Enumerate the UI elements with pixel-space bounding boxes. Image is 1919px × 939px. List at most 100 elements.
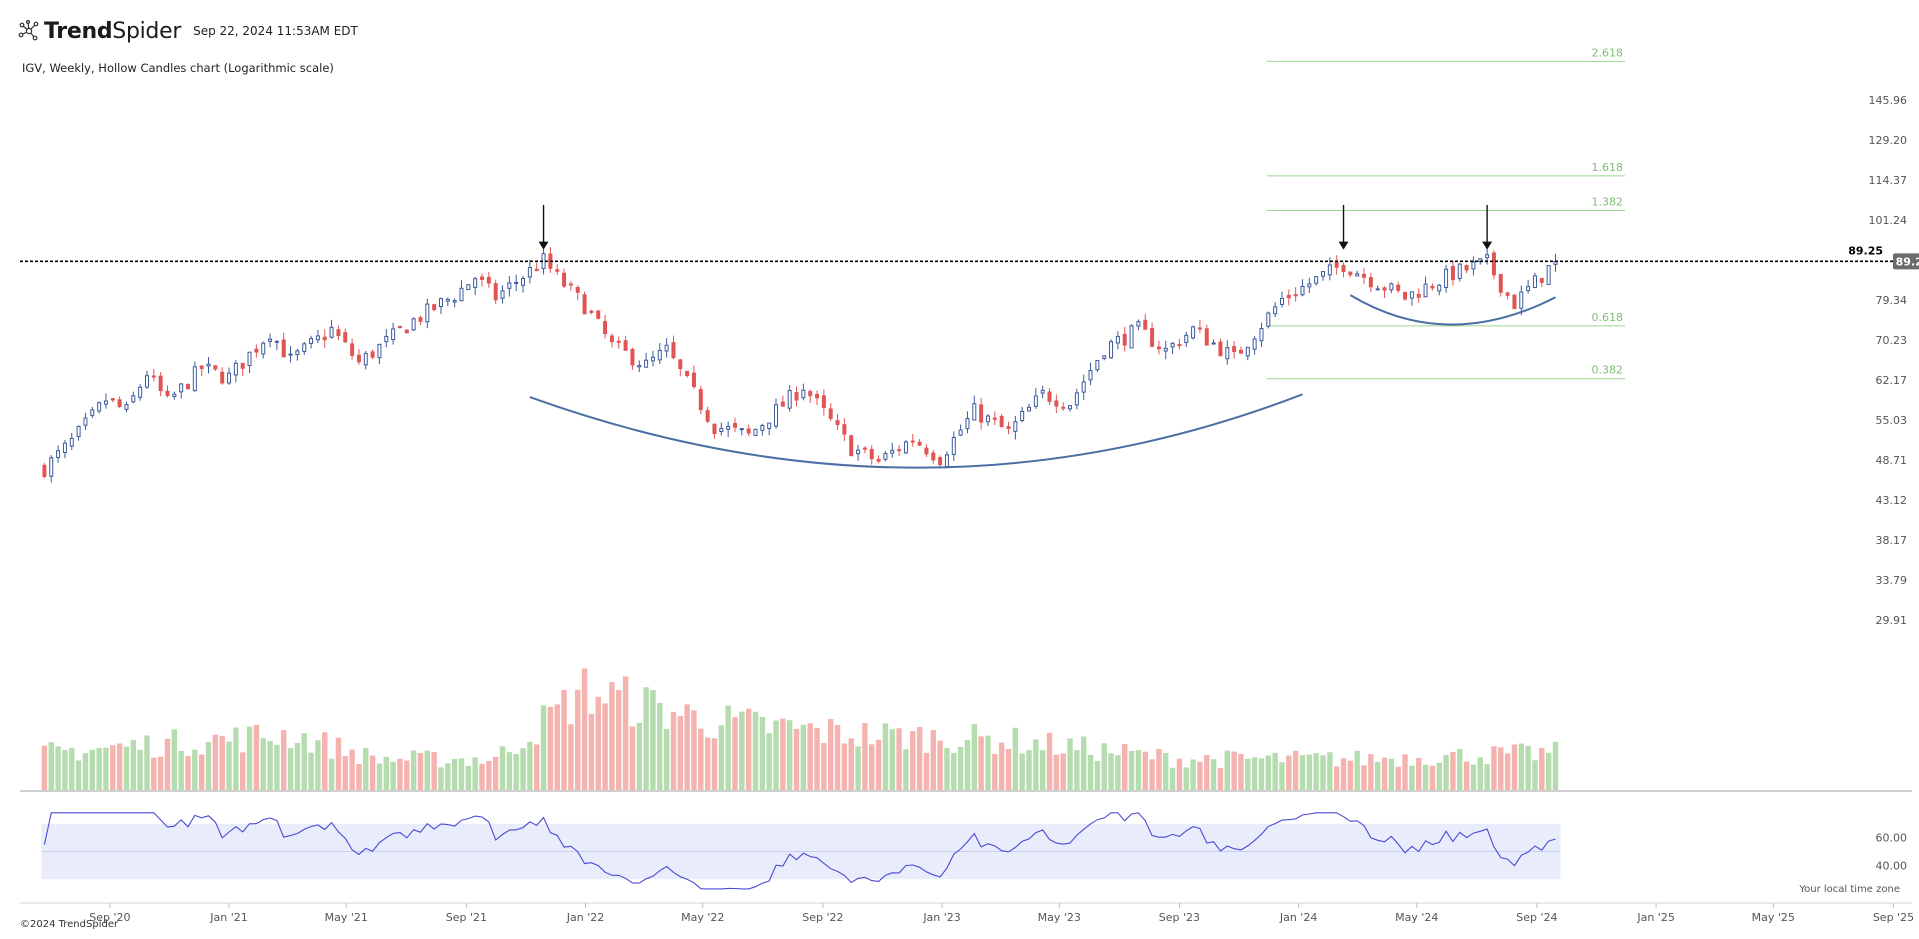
candle-body: [165, 390, 170, 397]
candle-body: [261, 342, 266, 355]
candle-body: [493, 283, 498, 301]
candle-body: [274, 340, 279, 343]
candle-body: [1430, 285, 1435, 289]
volume-bar: [458, 758, 465, 790]
candle-body: [42, 464, 47, 477]
candle-body: [507, 282, 512, 289]
x-axis-tick: Jan '21: [209, 911, 247, 924]
y-axis-tick: 48.71: [1876, 454, 1908, 467]
volume-bar: [274, 744, 280, 790]
volume-bar: [636, 722, 642, 790]
candle-body: [1444, 268, 1449, 288]
volume-bar: [1081, 736, 1087, 790]
volume-bar: [1101, 743, 1107, 790]
x-axis-tick: May '21: [325, 911, 368, 924]
candle-body: [869, 449, 874, 460]
candle-body: [302, 343, 307, 353]
x-axis-tick: May '23: [1038, 911, 1081, 924]
candle-body: [1266, 312, 1271, 327]
candle-body: [227, 372, 232, 384]
candle-body: [363, 352, 368, 366]
volume-bar: [445, 763, 451, 790]
volume-bar: [1005, 748, 1012, 790]
volume-bar: [212, 734, 219, 790]
candle-body: [1498, 273, 1503, 293]
volume-bar: [896, 728, 902, 790]
candle-body: [1115, 335, 1120, 344]
candle-body: [630, 349, 635, 366]
candle-body: [562, 272, 567, 287]
candle-body: [158, 375, 163, 392]
candle-body: [979, 404, 984, 423]
candle-body: [589, 310, 594, 313]
candle-body: [76, 425, 81, 437]
volume-bar: [96, 748, 102, 790]
candle-body: [1307, 283, 1312, 288]
volume-bar: [157, 756, 164, 790]
candle-body: [1225, 347, 1230, 360]
candle-body: [664, 344, 669, 352]
candle-body: [1416, 293, 1421, 298]
volume-bar: [486, 760, 492, 790]
candle-body: [897, 449, 902, 452]
volume-bar: [848, 738, 854, 790]
candle-body: [315, 335, 320, 341]
candle-body: [514, 281, 519, 284]
candle-body: [1252, 338, 1257, 350]
candle-body: [760, 424, 765, 431]
candle-body: [425, 303, 430, 323]
volume-bar: [684, 704, 690, 790]
candle-body: [69, 437, 74, 447]
volume-bar: [1135, 750, 1142, 790]
volume-bar: [951, 753, 957, 790]
volume-bar: [75, 760, 82, 790]
volume-bar: [1545, 752, 1552, 790]
candle-body: [1505, 292, 1510, 296]
volume-bar: [1197, 761, 1203, 790]
candle-body: [206, 363, 211, 367]
y-axis-tick: 79.34: [1876, 294, 1908, 307]
volume-bar: [520, 748, 526, 790]
candle-body: [268, 338, 273, 342]
volume-bar: [438, 767, 444, 790]
y-axis-tick: 101.24: [1869, 214, 1908, 227]
candle-body: [124, 404, 129, 410]
y-axis-tick: 145.96: [1869, 94, 1908, 107]
volume-bar: [759, 716, 766, 790]
volume-bar: [130, 740, 137, 790]
candle-body: [1286, 294, 1291, 299]
volume-bar: [869, 744, 875, 790]
volume-bar: [1060, 753, 1066, 790]
candle-body: [1020, 410, 1025, 422]
volume-bar: [780, 718, 786, 790]
candle-body: [356, 354, 361, 363]
volume-bar: [1450, 751, 1456, 790]
candle-body: [445, 298, 450, 302]
candle-body: [1437, 284, 1442, 292]
volume-bars: [41, 668, 1559, 790]
volume-bar: [1238, 753, 1244, 790]
volume-bar: [793, 728, 800, 790]
candle-body: [131, 395, 136, 403]
trendspider-logo-icon: [18, 20, 39, 41]
candle-body: [1485, 254, 1490, 259]
candle-body: [240, 362, 245, 369]
candle-body: [1519, 291, 1524, 309]
x-axis-tick: May '25: [1752, 911, 1795, 924]
candle-body: [343, 332, 348, 343]
candle-body: [117, 399, 122, 407]
volume-bar: [937, 740, 943, 790]
candle-body: [1088, 370, 1093, 381]
x-axis-tick: Sep '20: [89, 911, 130, 924]
volume-bar: [739, 711, 745, 790]
chart-header: TrendSpider Sep 22, 2024 11:53AM EDT: [18, 18, 358, 44]
candle-body: [821, 395, 826, 408]
volume-bar: [725, 705, 731, 790]
volume-bar: [698, 728, 704, 790]
y-axis-tick: 38.17: [1876, 534, 1908, 547]
candle-body: [650, 356, 655, 362]
volume-bar: [643, 687, 649, 790]
y-axis-tick: 33.79: [1876, 574, 1908, 587]
candle-body: [951, 437, 956, 455]
